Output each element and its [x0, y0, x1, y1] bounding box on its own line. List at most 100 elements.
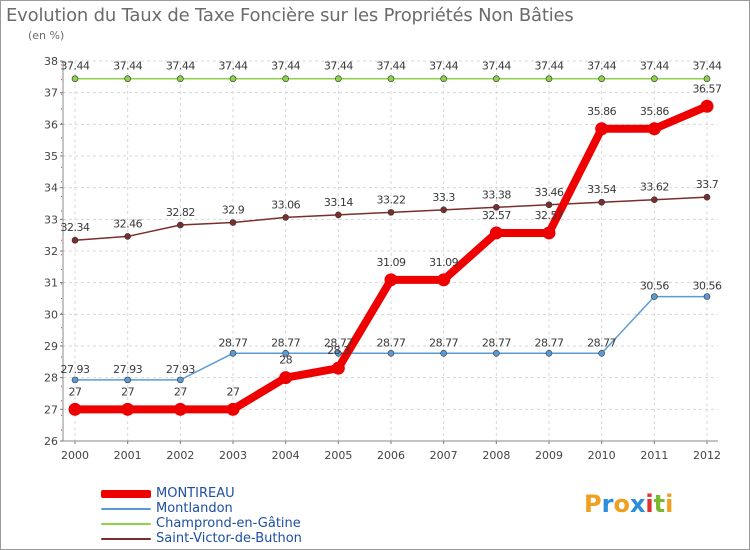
x-tick-label: 2000: [61, 449, 89, 462]
data-point: [545, 349, 553, 357]
data-label: 37.44: [693, 60, 722, 73]
data-label: 35.86: [587, 105, 616, 118]
y-tick-label: 32: [44, 245, 58, 258]
proxiti-logo: Proxiti: [584, 490, 673, 518]
data-point: [440, 206, 447, 214]
legend-label: MONTIREAU: [156, 486, 235, 501]
x-tick-label: 2001: [114, 449, 142, 462]
data-label: 28.77: [377, 336, 406, 349]
y-tick-label: 28: [44, 372, 58, 385]
data-label: 33.06: [271, 198, 300, 211]
data-label: 37.44: [324, 60, 353, 73]
legend-swatch: [101, 508, 151, 510]
logo-letter: o: [613, 490, 630, 518]
data-point: [703, 75, 711, 83]
data-label: 32.82: [166, 206, 195, 219]
data-point: [651, 196, 658, 203]
data-label: 37.44: [271, 60, 300, 73]
data-label: 33.54: [587, 183, 616, 196]
y-tick-label: 36: [44, 118, 58, 131]
data-point: [598, 198, 605, 206]
data-label: 35.86: [640, 105, 669, 118]
data-label: 33.14: [324, 196, 353, 209]
data-point: [68, 402, 82, 416]
data-point: [177, 75, 184, 83]
logo-letter: i: [665, 490, 674, 518]
legend-label: Champrond-en-Gâtine: [156, 516, 301, 531]
data-point: [700, 99, 714, 113]
data-label: 27.93: [166, 363, 195, 376]
data-label: 27: [174, 385, 187, 398]
x-tick-label: 2006: [377, 449, 405, 462]
logo-letter: r: [601, 490, 614, 518]
data-point: [226, 402, 240, 416]
data-point: [545, 201, 553, 209]
y-tick-label: 26: [44, 435, 58, 448]
data-label: 28.77: [429, 336, 458, 349]
data-point: [71, 75, 79, 83]
data-point: [177, 221, 184, 229]
data-label: 27.93: [113, 363, 142, 376]
y-tick-label: 37: [44, 87, 58, 100]
data-label: 33.22: [377, 193, 406, 206]
data-point: [282, 214, 289, 221]
data-label: 37.44: [61, 60, 90, 73]
data-label: 27.93: [61, 363, 90, 376]
data-label: 37.44: [429, 60, 458, 73]
data-label: 28.77: [324, 336, 353, 349]
data-label: 32.34: [61, 221, 90, 234]
data-point: [229, 75, 237, 83]
y-tick-label: 38: [44, 55, 58, 68]
data-label: 37.44: [587, 60, 616, 73]
data-point: [124, 75, 131, 83]
x-tick-label: 2002: [166, 449, 194, 462]
data-label: 33.46: [535, 186, 564, 199]
data-point: [489, 226, 503, 240]
data-label: 32.57: [482, 209, 511, 222]
y-tick-label: 31: [44, 277, 58, 290]
logo-letter: t: [653, 490, 666, 518]
data-point: [279, 371, 293, 385]
x-tick-label: 2003: [219, 449, 247, 462]
chart-title: Evolution du Taux de Taxe Foncière sur l…: [6, 5, 574, 26]
data-label: 27: [69, 385, 82, 398]
data-point: [493, 204, 500, 211]
logo-letter: P: [584, 490, 602, 518]
x-tick-label: 2007: [430, 449, 458, 462]
data-label: 32.57: [535, 209, 564, 222]
data-point: [387, 349, 395, 357]
data-label: 36.57: [693, 82, 722, 95]
data-point: [437, 273, 451, 287]
data-label: 28.77: [587, 336, 616, 349]
data-point: [331, 361, 345, 375]
data-point: [542, 226, 556, 240]
x-tick-label: 2010: [588, 449, 616, 462]
x-tick-label: 2009: [535, 449, 563, 462]
data-point: [282, 75, 289, 83]
data-point: [440, 349, 447, 357]
data-point: [545, 75, 553, 83]
data-label: 28.77: [219, 336, 248, 349]
chart-unit-label: (en %): [28, 29, 65, 42]
data-point: [173, 402, 187, 416]
y-tick-label: 33: [44, 213, 58, 226]
x-tick-label: 2008: [482, 449, 510, 462]
x-tick-label: 2011: [640, 449, 668, 462]
x-tick-label: 2005: [324, 449, 352, 462]
data-point: [384, 273, 398, 287]
data-label: 37.44: [113, 60, 142, 73]
data-label: 33.62: [640, 181, 669, 194]
data-label: 27: [227, 385, 240, 398]
data-point: [703, 193, 711, 201]
logo-letter: x: [629, 490, 646, 518]
data-label: 37.44: [219, 60, 248, 73]
data-point: [335, 75, 342, 83]
data-label: 27: [121, 385, 134, 398]
data-label: 28.77: [271, 336, 300, 349]
y-tick-label: 27: [44, 403, 58, 416]
logo-letter: i: [645, 490, 654, 518]
data-point: [387, 209, 395, 216]
legend-swatch: [101, 490, 151, 498]
